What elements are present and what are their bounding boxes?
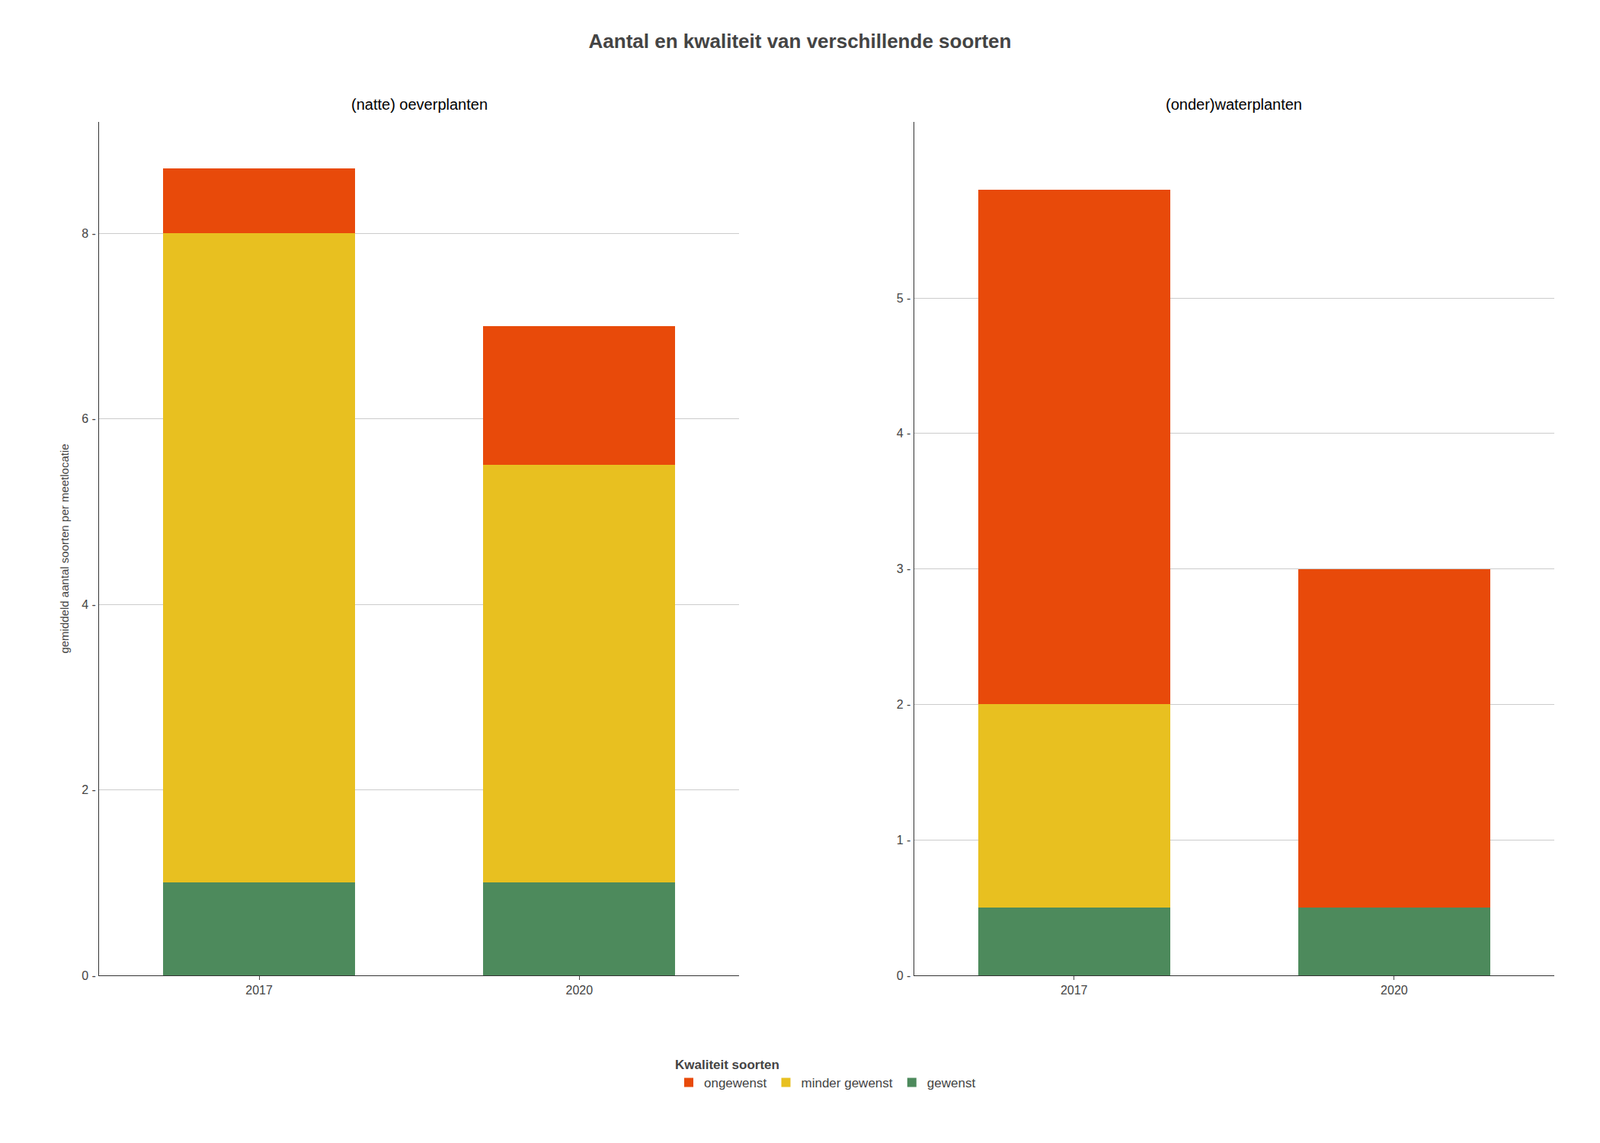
svg-text:0 -: 0 - — [81, 969, 96, 983]
svg-text:ongewenst: ongewenst — [704, 1075, 768, 1091]
svg-text:8 -: 8 - — [81, 227, 96, 240]
svg-text:2 -: 2 - — [896, 697, 912, 711]
svg-text:2017: 2017 — [245, 983, 273, 997]
svg-text:5 -: 5 - — [896, 291, 912, 305]
svg-text:2020: 2020 — [1380, 983, 1408, 997]
svg-text:1 -: 1 - — [896, 833, 912, 847]
svg-text:gewenst: gewenst — [927, 1075, 976, 1091]
svg-text:2017: 2017 — [1060, 983, 1088, 997]
svg-text:gemiddeld aantal soorten per m: gemiddeld aantal soorten per meetlocatie — [57, 443, 71, 653]
svg-text:minder gewenst: minder gewenst — [801, 1075, 893, 1091]
svg-text:2 -: 2 - — [81, 783, 96, 797]
svg-text:6 -: 6 - — [81, 412, 96, 426]
svg-text:Aantal en kwaliteit van versch: Aantal en kwaliteit van verschillende so… — [588, 29, 1012, 53]
svg-text:(onder)waterplanten: (onder)waterplanten — [1165, 96, 1303, 113]
svg-text:Kwaliteit soorten: Kwaliteit soorten — [675, 1057, 780, 1072]
svg-text:3 -: 3 - — [896, 562, 912, 576]
svg-text:(natte) oeverplanten: (natte) oeverplanten — [351, 96, 488, 113]
svg-text:0 -: 0 - — [896, 969, 912, 983]
svg-text:4 -: 4 - — [81, 598, 96, 612]
svg-text:4 -: 4 - — [896, 426, 912, 440]
svg-text:2020: 2020 — [566, 983, 594, 997]
